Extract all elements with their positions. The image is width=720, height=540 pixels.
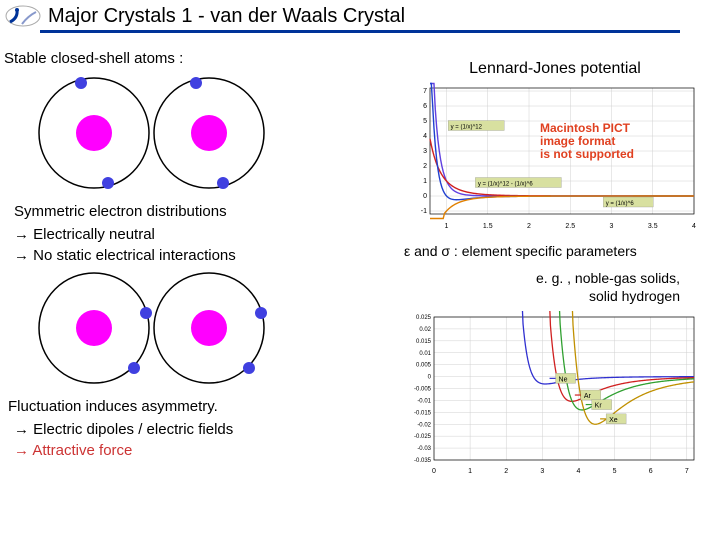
svg-text:-0.035: -0.035 (414, 458, 432, 464)
svg-text:5: 5 (423, 118, 427, 125)
symmetric-label: Symmetric electron distributions (14, 203, 384, 220)
svg-text:-0.025: -0.025 (414, 435, 432, 441)
svg-text:Ar: Ar (584, 393, 592, 400)
svg-text:4: 4 (423, 133, 427, 140)
svg-text:-0.03: -0.03 (417, 446, 431, 452)
svg-text:y = (1/x)^12 - (1/x)^6: y = (1/x)^12 - (1/x)^6 (478, 182, 533, 188)
stable-label: Stable closed-shell atoms : (4, 50, 384, 67)
svg-text:1.5: 1.5 (483, 223, 493, 230)
title-underline (40, 30, 680, 33)
svg-text:2.5: 2.5 (565, 223, 575, 230)
svg-text:2: 2 (423, 163, 427, 170)
example-line: e. g. , noble-gas solids, solid hydrogen (400, 269, 680, 305)
svg-text:4: 4 (692, 223, 696, 230)
svg-text:0.005: 0.005 (416, 363, 432, 369)
svg-text:-0.015: -0.015 (414, 411, 432, 417)
svg-text:-0.02: -0.02 (417, 423, 431, 429)
svg-text:1: 1 (468, 468, 472, 475)
fluct-label: Fluctuation induces asymmetry. (8, 398, 384, 415)
svg-text:0: 0 (432, 468, 436, 475)
svg-text:0.015: 0.015 (416, 339, 432, 345)
svg-text:0.02: 0.02 (419, 327, 431, 333)
svg-text:3: 3 (610, 223, 614, 230)
svg-text:0: 0 (423, 193, 427, 200)
svg-text:Xe: Xe (609, 417, 618, 424)
svg-text:2: 2 (504, 468, 508, 475)
lj-potential-label: Lennard-Jones potential (400, 60, 710, 78)
svg-text:1: 1 (445, 223, 449, 230)
svg-text:6: 6 (649, 468, 653, 475)
neutral-line: → Electrically neutral (14, 226, 384, 243)
svg-text:y = (1/x)^6: y = (1/x)^6 (606, 201, 635, 207)
params-line: ε and σ : element specific parameters (404, 243, 710, 259)
atoms-symmetric-diagram (24, 73, 284, 193)
svg-text:7: 7 (423, 88, 427, 95)
svg-text:3: 3 (540, 468, 544, 475)
svg-text:3: 3 (423, 148, 427, 155)
nostatic-line: → No static electrical interactions (14, 247, 384, 264)
page-title: Major Crystals 1 - van der Waals Crystal (48, 5, 405, 28)
svg-text:Kr: Kr (595, 403, 603, 410)
svg-text:-1: -1 (421, 208, 427, 215)
svg-text:3.5: 3.5 (648, 223, 658, 230)
svg-text:0.01: 0.01 (419, 351, 431, 357)
svg-text:0: 0 (428, 375, 432, 381)
svg-text:2: 2 (527, 223, 531, 230)
pict-warning: Macintosh PICT image format is not suppo… (540, 122, 634, 162)
atoms-asymmetric-diagram (24, 268, 284, 388)
svg-text:5: 5 (613, 468, 617, 475)
svg-text:1: 1 (423, 178, 427, 185)
dipoles-line: → Electric dipoles / electric fields (14, 421, 384, 438)
noble-gas-chart: 0 1 2 3 4 5 6 7 -0.035 -0.03 -0.025 -0.02 -0.015 -0.0… (400, 311, 700, 481)
svg-text:-0.01: -0.01 (417, 399, 431, 405)
svg-text:y = (1/x)^12: y = (1/x)^12 (451, 125, 483, 131)
svg-text:6: 6 (423, 103, 427, 110)
attractive-line: → Attractive force (14, 442, 384, 459)
svg-text:7: 7 (685, 468, 689, 475)
svg-text:-0.005: -0.005 (414, 387, 432, 393)
svg-text:Ne: Ne (559, 377, 568, 384)
svg-text:0.025: 0.025 (416, 315, 432, 321)
svg-text:4: 4 (576, 468, 580, 475)
logo-icon (4, 4, 42, 28)
lj-chart: 1 1.5 2 2.5 3 3.5 4 -1 0 1 2 3 4 5 6 7 y = (1/x)^12 y = (… (400, 82, 700, 237)
